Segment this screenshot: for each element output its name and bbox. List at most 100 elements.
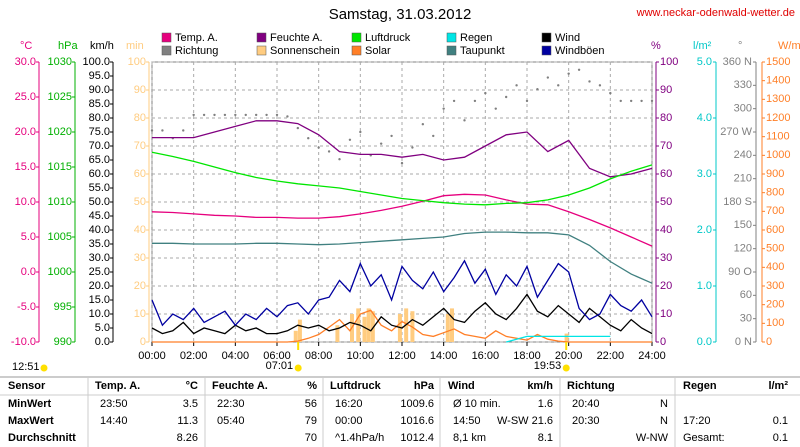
direction-dot bbox=[182, 129, 185, 132]
axis-tick-label: 100 bbox=[128, 56, 146, 68]
table-cell: 0.1 bbox=[773, 415, 788, 427]
axis-unit: % bbox=[651, 40, 661, 52]
direction-dot bbox=[473, 99, 477, 103]
axis-tick-label: 200 bbox=[766, 299, 784, 311]
axis-tick-label: 10.0 bbox=[89, 308, 110, 320]
axis-unit: hPa bbox=[58, 40, 78, 52]
direction-dot bbox=[432, 134, 435, 138]
x-tick-label: 18:00 bbox=[513, 350, 541, 362]
table-header: Sensor bbox=[8, 380, 46, 392]
axis-tick-label: 0 bbox=[766, 336, 772, 348]
axis-tick-label: 120 bbox=[734, 243, 752, 255]
direction-dot bbox=[338, 158, 341, 161]
axis-tick-label: 100.0 bbox=[82, 56, 110, 68]
sun-time: 07:01 bbox=[266, 360, 294, 372]
x-tick-label: 14:00 bbox=[430, 350, 458, 362]
legend-swatch bbox=[446, 45, 457, 56]
axis-tick-label: 70.0 bbox=[89, 140, 110, 152]
direction-dot bbox=[317, 146, 320, 149]
sunshine-bar bbox=[366, 308, 371, 342]
axis-tick-label: 70 bbox=[660, 140, 672, 152]
legend-swatch bbox=[446, 32, 457, 43]
axis-tick-label: 90.0 bbox=[89, 84, 110, 96]
direction-dot bbox=[504, 95, 508, 99]
table-cell: 17:20 bbox=[683, 415, 711, 427]
axis-tick-label: 100 bbox=[766, 317, 784, 329]
legend-label: Wind bbox=[555, 32, 580, 44]
row-label: MinWert bbox=[8, 398, 52, 410]
legend-swatch bbox=[541, 45, 552, 56]
direction-dot bbox=[629, 99, 633, 103]
direction-dot bbox=[598, 84, 602, 87]
axis-tick-label: 10.0 bbox=[15, 196, 36, 208]
axis-tick-label: 70 bbox=[134, 140, 146, 152]
direction-dot bbox=[577, 68, 581, 71]
axis-tick-label: 1400 bbox=[766, 75, 790, 87]
axis-tick-label: 30 bbox=[134, 252, 146, 264]
direction-dot bbox=[275, 113, 279, 117]
axis-tick-label: 1000 bbox=[48, 266, 72, 278]
direction-dot bbox=[609, 91, 612, 95]
axis-tick-label: 0 N bbox=[735, 336, 752, 348]
legend-label: Feuchte A. bbox=[270, 32, 323, 44]
direction-dot bbox=[442, 107, 445, 110]
sun-dot bbox=[294, 364, 302, 372]
axis-tick-label: 1015 bbox=[48, 161, 72, 173]
table-cell: 56 bbox=[305, 398, 317, 410]
legend-label: Regen bbox=[460, 32, 492, 44]
table-header: km/h bbox=[527, 380, 553, 392]
direction-dot bbox=[348, 138, 352, 141]
table-cell: 79 bbox=[305, 415, 317, 427]
legend-swatch bbox=[351, 32, 362, 43]
axis-unit: min bbox=[126, 40, 144, 52]
table-cell: 3.5 bbox=[183, 398, 198, 410]
axis-tick-label: 40 bbox=[134, 224, 146, 236]
axis-tick-label: 360 N bbox=[723, 56, 752, 68]
axis-tick-label: 5.0 bbox=[21, 231, 36, 243]
table-cell: 8.1 bbox=[538, 432, 553, 444]
axis-tick-label: 1030 bbox=[48, 56, 72, 68]
axis-tick-label: 75.0 bbox=[89, 126, 110, 138]
table-cell: W-SW 21.6 bbox=[497, 415, 553, 427]
table-cell: 1009.6 bbox=[400, 398, 434, 410]
axis-tick-label: 1200 bbox=[766, 112, 790, 124]
table-cell: 23:50 bbox=[100, 398, 128, 410]
axis-tick-label: 20.0 bbox=[15, 126, 36, 138]
axis-tick-label: 800 bbox=[766, 187, 784, 199]
axis-tick-label: 400 bbox=[766, 261, 784, 273]
axis-tick-label: 30 bbox=[660, 252, 672, 264]
axis-tick-label: 300 bbox=[734, 103, 752, 115]
axis-tick-label: 90 O bbox=[728, 266, 752, 278]
axis-tick-label: 2.0 bbox=[697, 224, 712, 236]
table-cell: ^1.4hPa/h bbox=[335, 432, 384, 444]
direction-dot bbox=[327, 150, 331, 153]
table-header: Richtung bbox=[567, 380, 615, 392]
direction-dot bbox=[494, 107, 497, 110]
table-cell: N bbox=[660, 398, 668, 410]
direction-dot bbox=[223, 113, 227, 117]
table-header: Feuchte A. bbox=[212, 380, 268, 392]
moon-icon bbox=[40, 364, 48, 372]
axis-tick-label: 25.0 bbox=[89, 266, 110, 278]
axis-tick-label: 240 bbox=[734, 149, 752, 161]
axis-tick-label: 60 bbox=[740, 289, 752, 301]
x-tick-label: 08:00 bbox=[305, 350, 333, 362]
direction-dot bbox=[296, 126, 300, 130]
sun-dot bbox=[562, 364, 570, 372]
axis-unit: l/m² bbox=[693, 40, 712, 52]
axis-tick-label: 40.0 bbox=[89, 224, 110, 236]
direction-dot bbox=[390, 134, 393, 138]
axis-tick-label: 25.0 bbox=[15, 91, 36, 103]
sunshine-bar bbox=[445, 314, 450, 342]
table-cell: 11.3 bbox=[177, 415, 198, 427]
x-tick-label: 10:00 bbox=[347, 350, 375, 362]
table-cell: Ø 10 min. bbox=[453, 398, 501, 410]
axis-tick-label: 35.0 bbox=[89, 238, 110, 250]
axis-tick-label: 20 bbox=[660, 280, 672, 292]
x-tick-label: 02:00 bbox=[180, 350, 208, 362]
sunshine-bar bbox=[564, 333, 569, 342]
direction-dot bbox=[411, 146, 414, 149]
legend-label: Solar bbox=[365, 45, 391, 57]
direction-dot bbox=[525, 99, 529, 103]
